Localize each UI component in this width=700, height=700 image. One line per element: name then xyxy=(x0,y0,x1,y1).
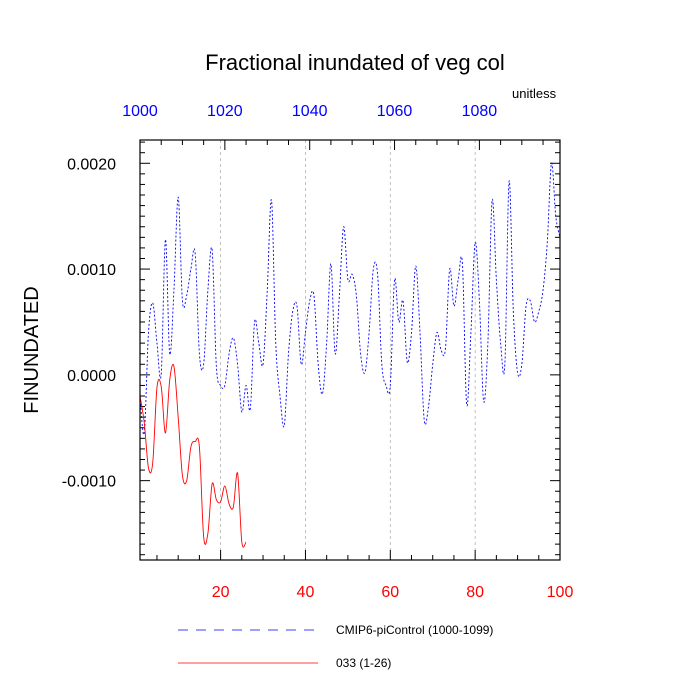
legend: CMIP6-piControl (1000-1099) 033 (1-26) xyxy=(178,623,493,670)
x-top-tick-label-3: 1060 xyxy=(377,103,413,120)
chart-title: Fractional inundated of veg col xyxy=(205,50,505,75)
x-top-tick-label-0: 1000 xyxy=(122,103,158,120)
plot-area-frame xyxy=(139,139,561,561)
x-bottom-tick-label-3: 80 xyxy=(466,584,484,601)
y-axis-label: FINUNDATED xyxy=(21,286,43,413)
x-top-tick-label-1: 1020 xyxy=(207,103,243,120)
y-tick-label-3: 0.0020 xyxy=(67,156,116,173)
x-top-tick-label-2: 1040 xyxy=(292,103,328,120)
y-tick-label-0: -0.0010 xyxy=(62,474,116,491)
y-tick-label-2: 0.0010 xyxy=(67,262,116,279)
x-top-tick-label-4: 1080 xyxy=(462,103,498,120)
series-lines xyxy=(139,162,561,548)
series-line-1 xyxy=(139,363,247,548)
x-bottom-tick-label-2: 60 xyxy=(381,584,399,601)
x-bottom-tick-label-0: 20 xyxy=(212,584,230,601)
legend-label-series-0: CMIP6-piControl (1000-1099) xyxy=(336,623,493,637)
tick-labels: 20 40 60 80 100 1000 1020 1040 1060 1080 -0.0010 0.… xyxy=(62,103,574,601)
axis-ticks xyxy=(139,140,561,560)
legend-label-series-1: 033 (1-26) xyxy=(336,656,391,670)
x-bottom-tick-label-1: 40 xyxy=(297,584,315,601)
x-bottom-tick-label-4: 100 xyxy=(547,584,574,601)
units-label: unitless xyxy=(512,86,557,101)
grid xyxy=(220,140,476,560)
y-tick-label-1: 0.0000 xyxy=(67,368,116,385)
series-line-0 xyxy=(139,162,561,436)
